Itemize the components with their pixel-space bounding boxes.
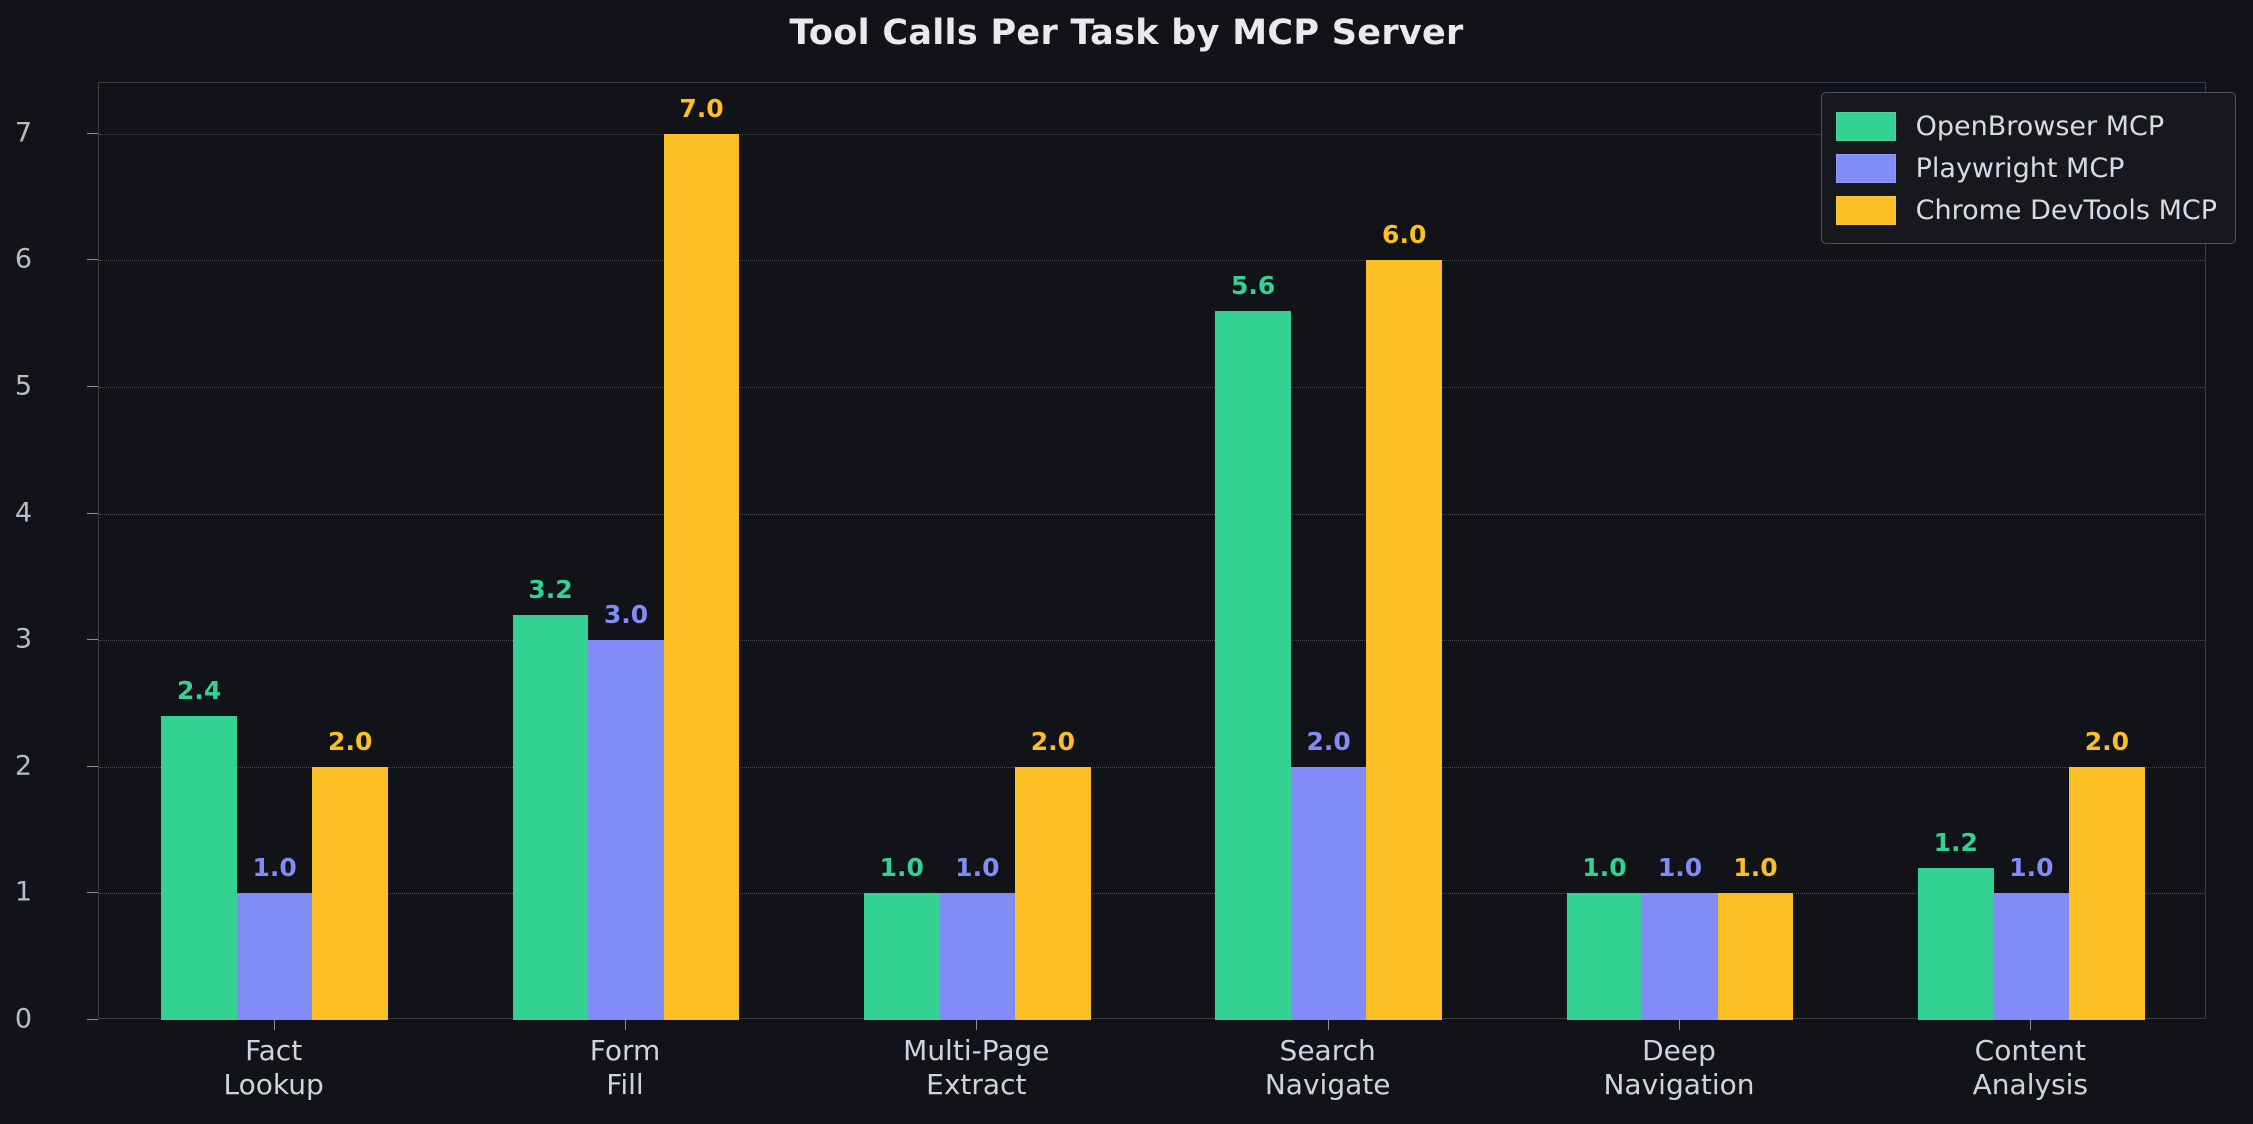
bar-value-label: 2.4 bbox=[176, 676, 222, 706]
bar bbox=[1566, 893, 1643, 1020]
y-tick-mark bbox=[87, 512, 98, 514]
x-tick-label-line: Search bbox=[1279, 1034, 1376, 1067]
x-tick-mark bbox=[273, 1019, 275, 1030]
y-tick-label: 3 bbox=[14, 623, 32, 655]
gridline bbox=[99, 260, 2205, 262]
bar-value-label: 1.0 bbox=[879, 853, 924, 883]
y-tick-mark bbox=[87, 259, 98, 261]
legend-swatch bbox=[1835, 195, 1896, 225]
bar-value-label: 6.0 bbox=[1382, 220, 1427, 250]
gridline bbox=[99, 893, 2205, 895]
bar-value-label: 2.0 bbox=[1030, 726, 1075, 756]
y-tick-mark bbox=[87, 1019, 98, 1020]
bar bbox=[1642, 893, 1718, 1020]
bar bbox=[588, 640, 664, 1020]
bar-value-label: 2.0 bbox=[1306, 726, 1351, 756]
bar-value-label: 1.0 bbox=[252, 853, 297, 883]
gridline bbox=[99, 133, 2205, 135]
bar bbox=[1215, 310, 1291, 1020]
x-tick-label-line: Navigate bbox=[1264, 1068, 1391, 1101]
legend-item[interactable]: Playwright MCP bbox=[1835, 147, 2217, 189]
y-tick-label: 0 bbox=[14, 1003, 32, 1035]
gridline bbox=[99, 513, 2205, 515]
bar-value-label: 7.0 bbox=[679, 93, 724, 123]
legend-label: OpenBrowser MCP bbox=[1915, 110, 2165, 142]
bar bbox=[2069, 766, 2145, 1020]
legend-swatch bbox=[1835, 153, 1896, 183]
bar-value-label: 1.0 bbox=[2009, 853, 2054, 883]
bar bbox=[864, 893, 940, 1020]
bar bbox=[1993, 893, 2070, 1020]
x-tick-label-line: Form bbox=[589, 1034, 661, 1067]
x-tick-label-line: Fact bbox=[245, 1034, 303, 1067]
x-tick-label-line: Analysis bbox=[1972, 1068, 2089, 1101]
bar bbox=[1366, 260, 1442, 1020]
bar-value-label: 1.0 bbox=[955, 853, 1000, 883]
y-tick-label: 7 bbox=[14, 117, 32, 149]
y-tick-mark bbox=[87, 385, 98, 387]
legend[interactable]: OpenBrowser MCP Playwright MCP Chrome DevT… bbox=[1820, 92, 2236, 244]
x-tick-label: Search Navigate bbox=[1148, 1034, 1508, 1102]
x-tick-mark bbox=[2030, 1019, 2032, 1030]
legend-item[interactable]: OpenBrowser MCP bbox=[1835, 105, 2217, 147]
bar-value-label: 2.0 bbox=[2084, 726, 2129, 756]
y-tick-mark bbox=[87, 132, 98, 134]
x-tick-label-line: Deep bbox=[1642, 1034, 1716, 1067]
bar-value-label: 2.0 bbox=[328, 726, 373, 756]
y-tick-mark bbox=[87, 765, 98, 767]
x-tick-mark bbox=[1327, 1019, 1329, 1030]
legend-swatch bbox=[1835, 111, 1896, 141]
bar bbox=[1015, 766, 1091, 1020]
bar-value-label: 1.0 bbox=[1582, 853, 1627, 883]
x-tick-label: Fact Lookup bbox=[94, 1034, 454, 1102]
gridline bbox=[99, 386, 2205, 388]
x-tick-label: Deep Navigation bbox=[1499, 1034, 1859, 1102]
legend-label: Playwright MCP bbox=[1915, 152, 2125, 184]
x-tick-mark bbox=[625, 1019, 626, 1030]
x-tick-label-line: Lookup bbox=[223, 1068, 324, 1101]
legend-label: Chrome DevTools MCP bbox=[1915, 194, 2217, 226]
y-tick-label: 2 bbox=[14, 750, 32, 782]
x-tick-label: Multi-Page Extract bbox=[796, 1034, 1156, 1102]
y-tick-label: 6 bbox=[14, 243, 32, 275]
bar-value-label: 5.6 bbox=[1230, 270, 1276, 300]
bar bbox=[939, 893, 1016, 1020]
x-tick-label-line: Content bbox=[1974, 1034, 2086, 1067]
bar bbox=[1918, 868, 1994, 1020]
bar-value-label: 1.2 bbox=[1933, 828, 1978, 858]
chart-title: Tool Calls Per Task by MCP Server bbox=[789, 13, 1464, 53]
x-tick-label-line: Navigation bbox=[1603, 1068, 1755, 1101]
gridline bbox=[99, 766, 2205, 768]
y-tick-label: 1 bbox=[14, 876, 32, 908]
bar bbox=[161, 716, 237, 1020]
bar-value-label: 1.0 bbox=[1733, 853, 1778, 883]
x-tick-label: Content Analysis bbox=[1850, 1034, 2210, 1102]
x-tick-mark bbox=[976, 1019, 978, 1030]
x-tick-label-line: Multi-Page bbox=[903, 1034, 1050, 1067]
x-tick-label: Form Fill bbox=[445, 1034, 805, 1102]
bar bbox=[663, 133, 740, 1020]
gridline bbox=[99, 640, 2205, 642]
y-tick-mark bbox=[87, 639, 98, 641]
y-tick-mark bbox=[87, 892, 98, 894]
legend-item[interactable]: Chrome DevTools MCP bbox=[1835, 189, 2217, 231]
x-tick-label-line: Extract bbox=[926, 1068, 1027, 1101]
bar-value-label: 1.0 bbox=[1657, 853, 1703, 883]
bar bbox=[1290, 766, 1367, 1020]
bar bbox=[236, 893, 313, 1020]
bar-value-label: 3.0 bbox=[603, 600, 649, 630]
x-tick-label-line: Fill bbox=[606, 1068, 644, 1101]
y-tick-label: 5 bbox=[14, 370, 32, 402]
bar-value-label: 3.2 bbox=[528, 574, 573, 604]
bar bbox=[312, 766, 388, 1020]
x-tick-mark bbox=[1679, 1019, 1680, 1030]
bar bbox=[512, 614, 589, 1020]
y-tick-label: 4 bbox=[14, 497, 32, 528]
bar bbox=[1717, 893, 1794, 1020]
